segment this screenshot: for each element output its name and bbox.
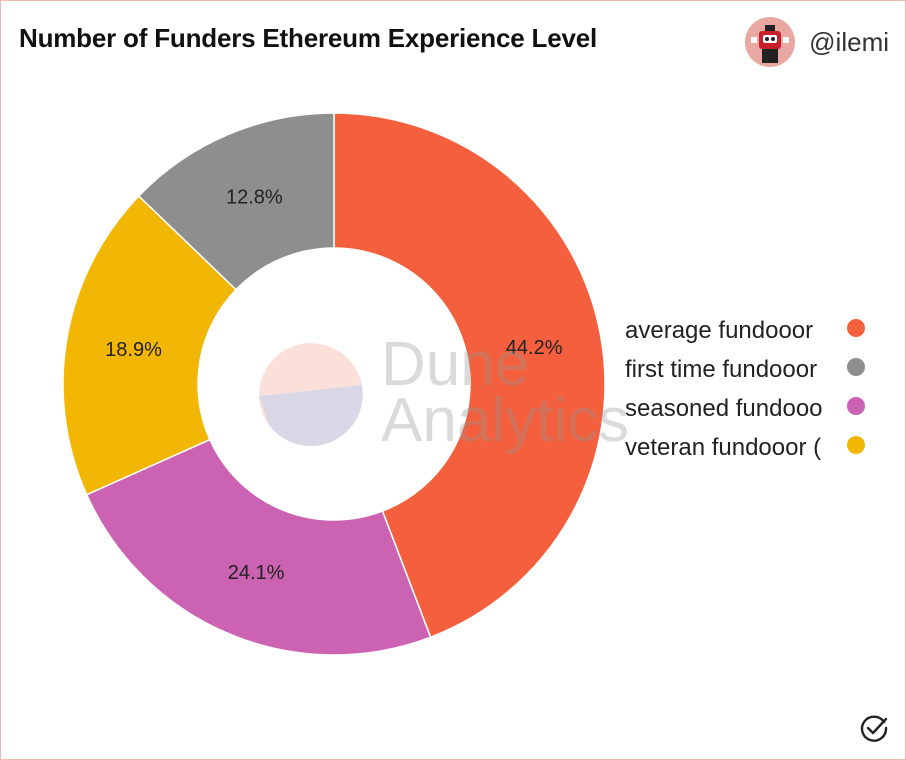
legend-item[interactable]: first time fundooor (625, 350, 871, 389)
donut-slice-average-fundooor[interactable] (333, 112, 606, 639)
legend-label: seasoned fundooo (625, 394, 823, 422)
legend-color-dot (847, 436, 865, 454)
slice-label-average-fundooor: 44.2% (506, 337, 563, 359)
user-badge[interactable]: @ilemi (745, 17, 889, 67)
donut-slice-first-time-fundooor[interactable] (137, 112, 335, 291)
legend-label: veteran fundooor ( (625, 433, 822, 461)
avatar-icon[interactable] (745, 17, 796, 67)
legend-label: first time fundooor (625, 355, 818, 383)
donut-slice-seasoned-fundooor[interactable] (85, 438, 432, 656)
slice-label-veteran-fundooor: 18.9% (105, 339, 162, 361)
chart-legend: average fundooor first time fundooor seaso… (625, 311, 871, 467)
legend-color-dot (847, 358, 865, 376)
chart-title: Number of Funders Ethereum Experience Le… (19, 23, 598, 53)
legend-color-dot (847, 319, 865, 337)
legend-label: average fundooor (625, 316, 814, 344)
username[interactable]: @ilemi (809, 26, 889, 57)
slice-label-seasoned-fundooor: 24.1% (228, 562, 285, 584)
slice-label-first-time-fundooor: 12.8% (226, 187, 283, 209)
legend-item[interactable]: veteran fundooor ( (625, 428, 871, 467)
donut-slice-veteran-fundooor[interactable] (62, 194, 238, 496)
legend-item[interactable]: seasoned fundooo (625, 389, 871, 428)
check-circle-icon[interactable] (859, 713, 889, 743)
dune-logo-icon (258, 343, 363, 447)
legend-color-dot (847, 397, 865, 415)
legend-item[interactable]: average fundooor (625, 311, 871, 350)
